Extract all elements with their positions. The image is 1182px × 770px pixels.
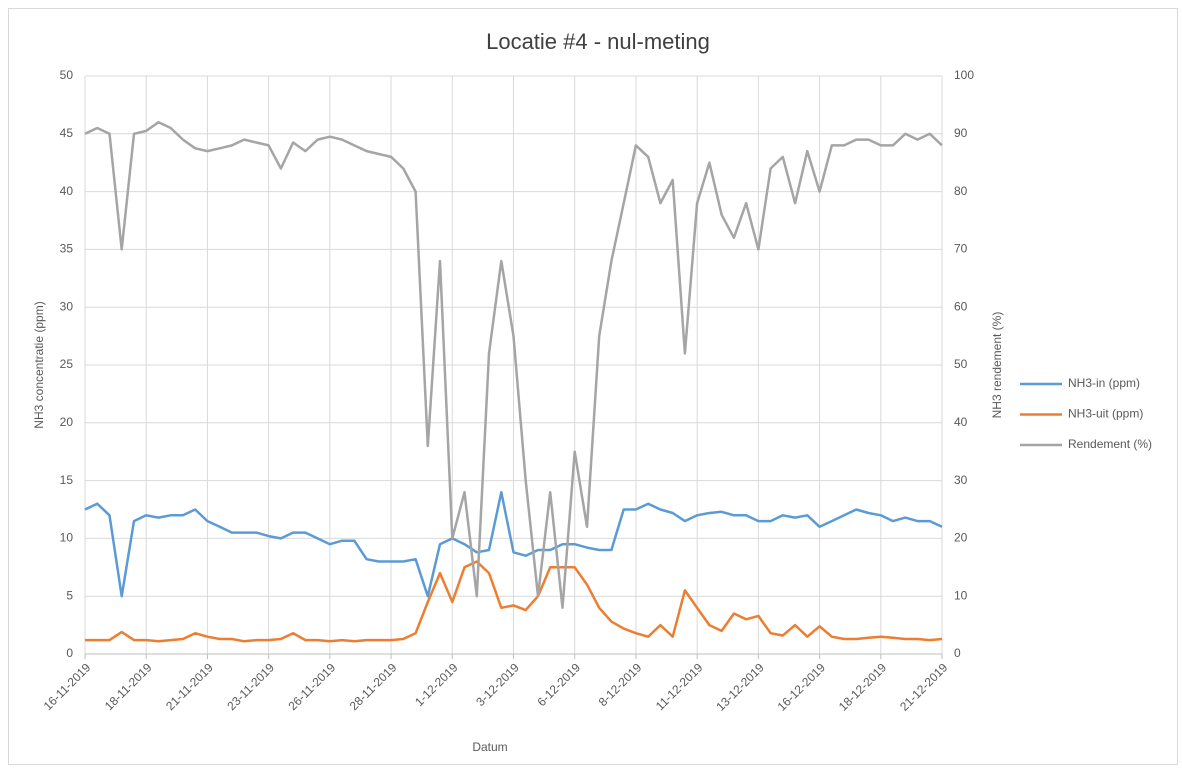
legend-label: NH3-uit (ppm) [1068, 407, 1143, 421]
y2-tick-label: 50 [954, 357, 968, 371]
series-line [85, 560, 943, 643]
y-tick-label: 50 [60, 68, 74, 82]
y2-tick-label: 10 [954, 588, 968, 602]
y2-tick-label: 40 [954, 415, 968, 429]
y2-tick-label: 60 [954, 299, 968, 313]
y-tick-label: 25 [60, 357, 74, 371]
chart-border [8, 8, 1178, 765]
series-line [84, 490, 943, 598]
y2-tick-label: 20 [954, 531, 968, 545]
series-line [84, 120, 943, 610]
y2-tick-label: 80 [954, 184, 968, 198]
y-tick-label: 15 [60, 473, 74, 487]
y-tick-label: 20 [60, 415, 74, 429]
y2-tick-label: 70 [954, 242, 968, 256]
chart-title: Locatie #4 - nul-meting [486, 29, 710, 54]
y2-tick-label: 100 [954, 68, 974, 82]
y-tick-label: 5 [66, 588, 73, 602]
y-tick-label: 30 [60, 299, 74, 313]
y-tick-label: 0 [66, 646, 73, 660]
y2-axis-title: NH3 rendement (%) [990, 312, 1004, 419]
y-tick-label: 10 [60, 531, 74, 545]
y-axis-title: NH3 concentratie (ppm) [32, 301, 46, 428]
legend-label: Rendement (%) [1068, 437, 1152, 451]
y2-tick-label: 90 [954, 126, 968, 140]
x-axis-title: Datum [472, 740, 507, 754]
y2-tick-label: 30 [954, 473, 968, 487]
y-tick-label: 40 [60, 184, 74, 198]
y-tick-label: 35 [60, 242, 74, 256]
y2-tick-label: 0 [954, 646, 961, 660]
legend-label: NH3-in (ppm) [1068, 376, 1140, 390]
y-tick-label: 45 [60, 126, 74, 140]
